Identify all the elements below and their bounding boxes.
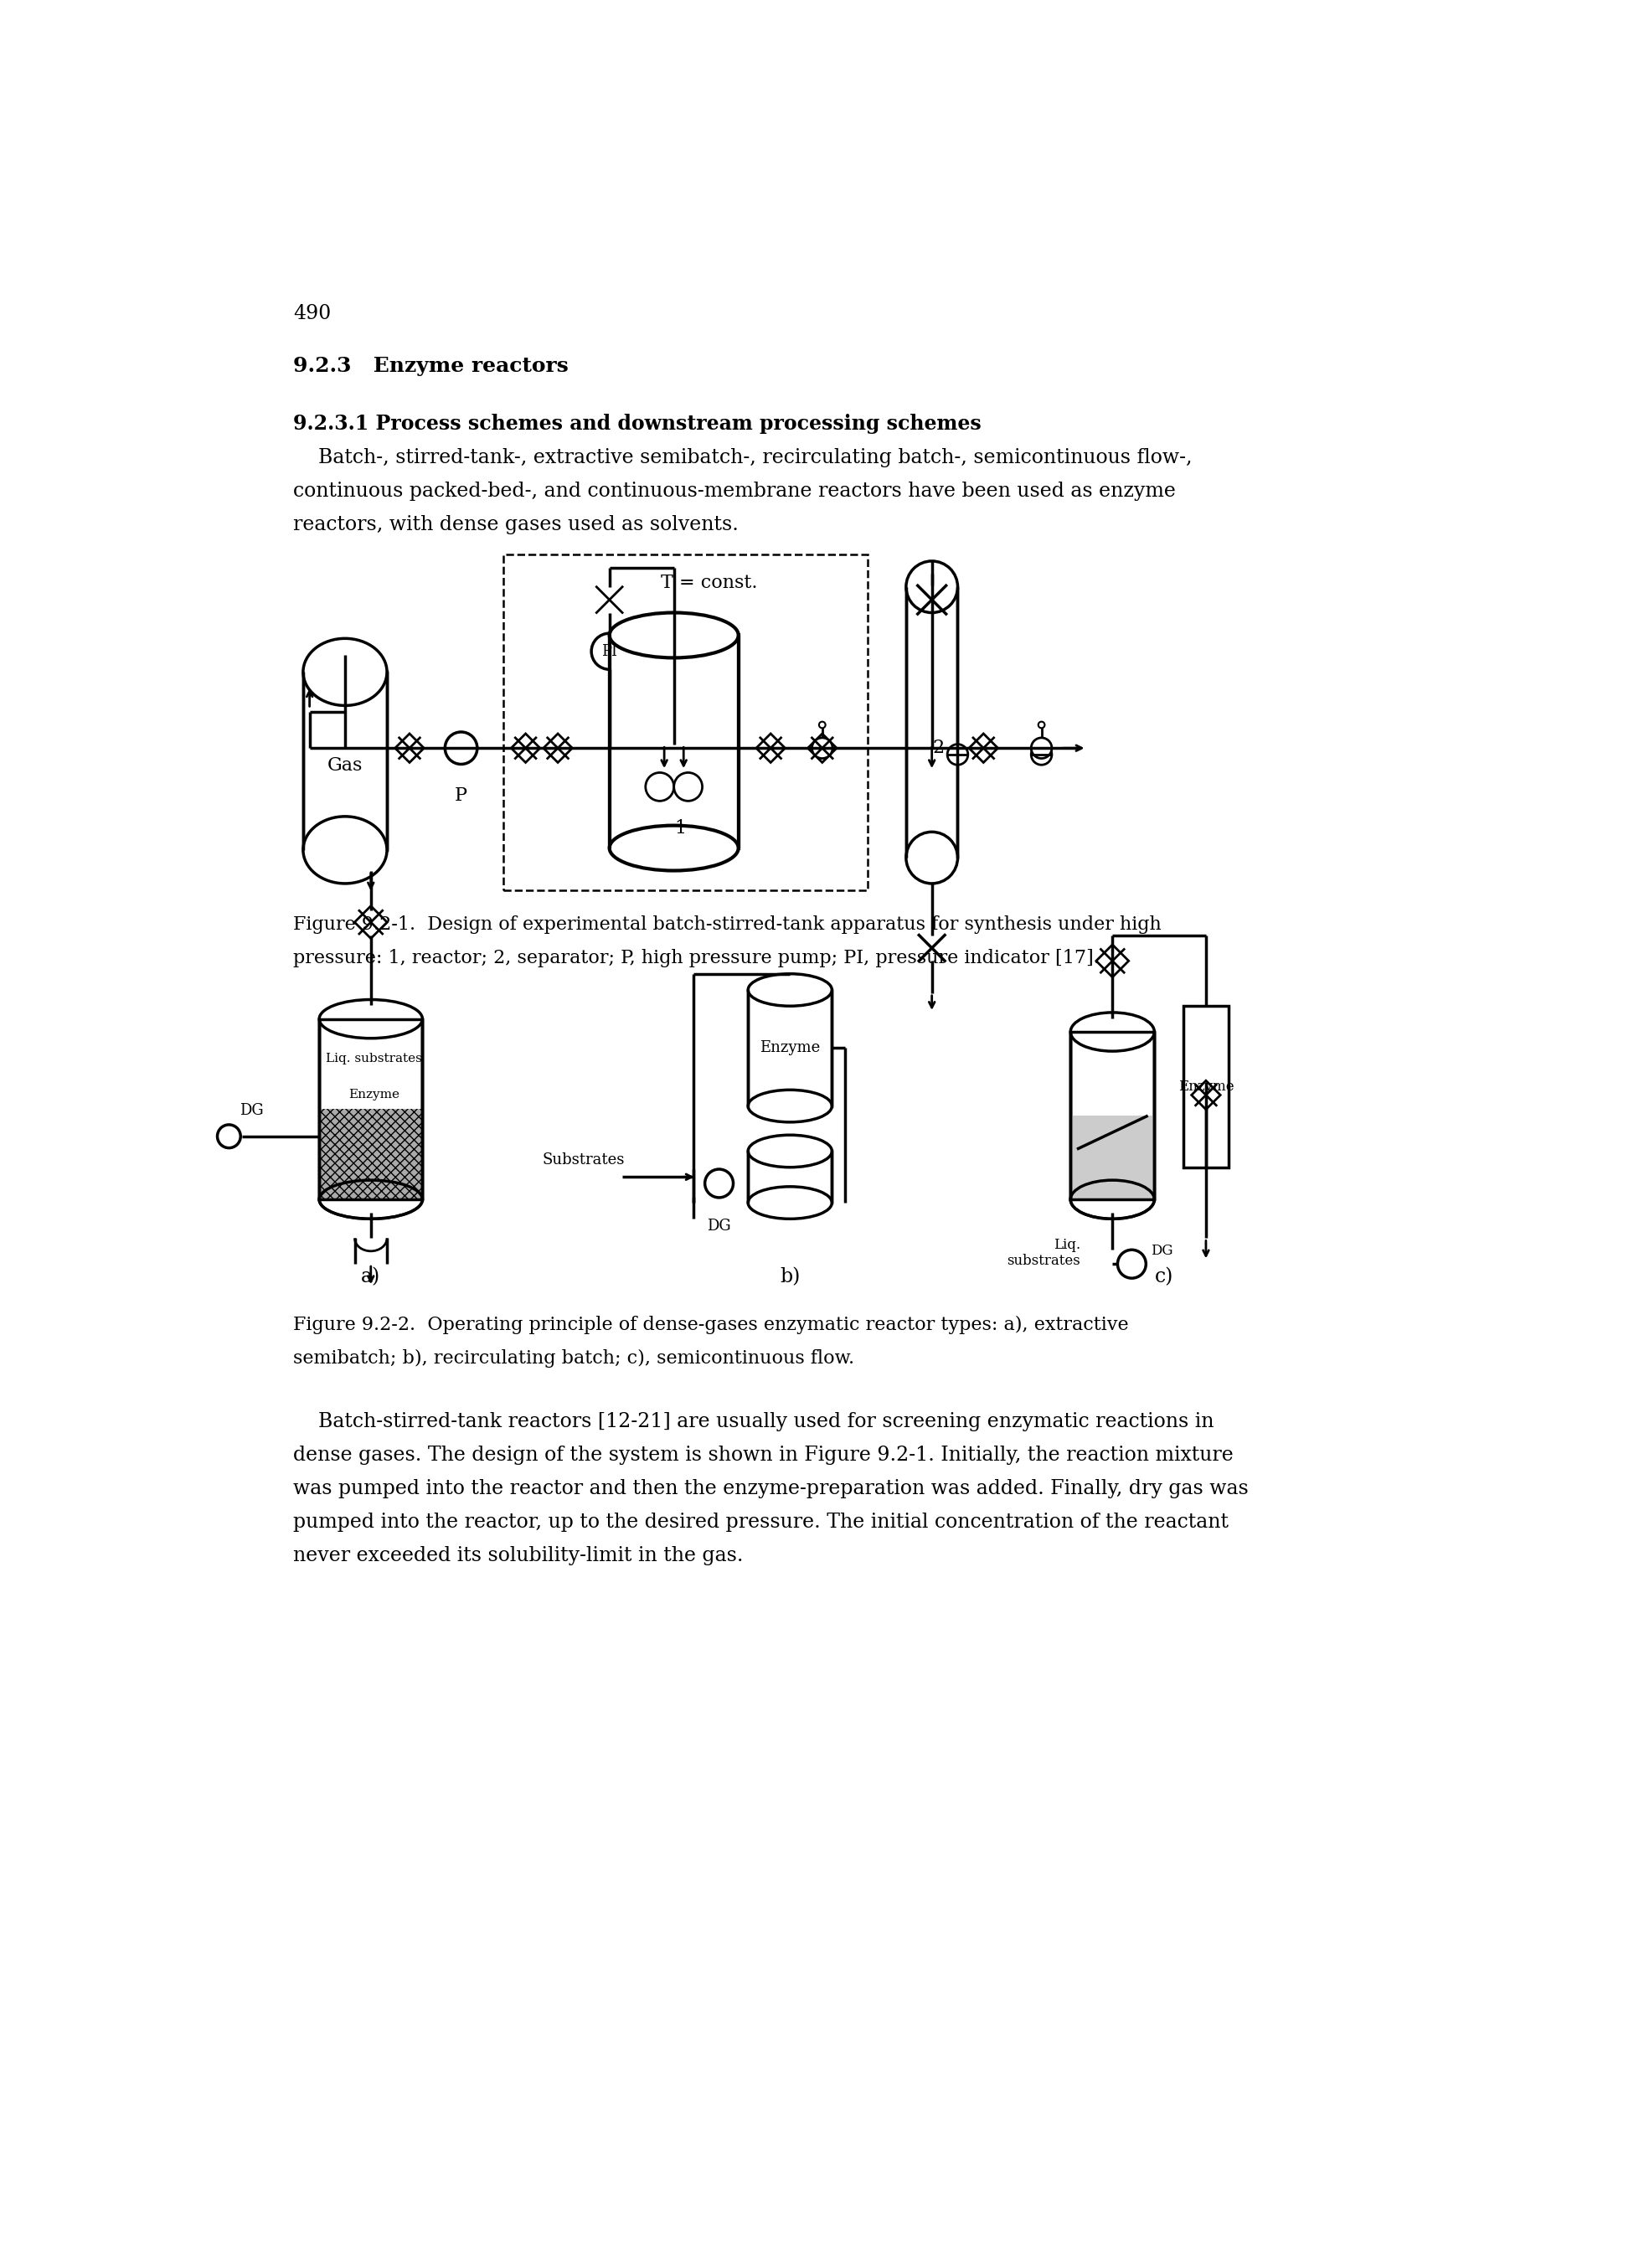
- Text: substrates: substrates: [1006, 1254, 1080, 1268]
- Text: 2: 2: [932, 739, 944, 758]
- Text: a): a): [362, 1268, 380, 1286]
- Circle shape: [446, 733, 477, 764]
- Text: T = const.: T = const.: [661, 574, 758, 592]
- Text: Liq. substrates: Liq. substrates: [326, 1052, 423, 1064]
- Text: b): b): [779, 1268, 801, 1286]
- Bar: [748, 1152, 832, 1202]
- Ellipse shape: [906, 560, 958, 612]
- Circle shape: [592, 633, 628, 669]
- Circle shape: [812, 737, 832, 758]
- Bar: [319, 1018, 423, 1200]
- Bar: [503, 556, 868, 889]
- Text: pumped into the reactor, up to the desired pressure. The initial concentration o: pumped into the reactor, up to the desir…: [293, 1513, 1230, 1533]
- Text: semibatch; b), recirculating batch; c), semicontinuous flow.: semibatch; b), recirculating batch; c), …: [293, 1349, 855, 1368]
- Text: 490: 490: [293, 304, 332, 324]
- Bar: [1184, 1007, 1228, 1168]
- Circle shape: [819, 721, 825, 728]
- Circle shape: [1039, 721, 1044, 728]
- Text: continuous packed-bed-, and continuous-membrane reactors have been used as enzym: continuous packed-bed-, and continuous-m…: [293, 481, 1175, 501]
- Text: Substrates: Substrates: [543, 1152, 625, 1168]
- Bar: [748, 989, 832, 1107]
- Circle shape: [1031, 744, 1052, 764]
- Ellipse shape: [1070, 1179, 1154, 1218]
- Text: 9.2.3   Enzyme reactors: 9.2.3 Enzyme reactors: [293, 356, 569, 376]
- Ellipse shape: [906, 832, 958, 885]
- Text: 1: 1: [674, 819, 686, 837]
- Ellipse shape: [319, 1179, 423, 1218]
- Text: was pumped into the reactor and then the enzyme-preparation was added. Finally, : was pumped into the reactor and then the…: [293, 1479, 1249, 1499]
- Circle shape: [1031, 737, 1052, 758]
- Bar: [906, 587, 958, 857]
- Ellipse shape: [302, 640, 386, 705]
- Circle shape: [947, 744, 968, 764]
- Circle shape: [674, 773, 702, 801]
- Bar: [610, 635, 738, 848]
- Text: dense gases. The design of the system is shown in Figure 9.2-1. Initially, the r: dense gases. The design of the system is…: [293, 1447, 1233, 1465]
- Text: c): c): [1154, 1268, 1174, 1286]
- Text: PI: PI: [602, 644, 618, 660]
- Text: Enzyme: Enzyme: [1179, 1080, 1235, 1093]
- Text: DG: DG: [707, 1218, 732, 1234]
- Text: Figure 9.2-1.  Design of experimental batch-stirred-tank apparatus for synthesis: Figure 9.2-1. Design of experimental bat…: [293, 916, 1162, 934]
- Text: pressure: 1, reactor; 2, separator; P, high pressure pump; PI, pressure indicato: pressure: 1, reactor; 2, separator; P, h…: [293, 950, 1100, 968]
- Bar: [1070, 1116, 1154, 1200]
- Ellipse shape: [748, 1091, 832, 1123]
- Ellipse shape: [748, 973, 832, 1007]
- Ellipse shape: [610, 612, 738, 658]
- Ellipse shape: [302, 816, 386, 885]
- Text: Enzyme: Enzyme: [760, 1041, 820, 1055]
- Circle shape: [1118, 1250, 1146, 1279]
- Circle shape: [646, 773, 674, 801]
- Text: Gas: Gas: [327, 758, 363, 776]
- Text: Batch-stirred-tank reactors [12-21] are usually used for screening enzymatic rea: Batch-stirred-tank reactors [12-21] are …: [293, 1413, 1215, 1431]
- Text: P: P: [455, 787, 467, 805]
- Circle shape: [217, 1125, 240, 1148]
- Text: Enzyme: Enzyme: [349, 1089, 399, 1100]
- Ellipse shape: [748, 1186, 832, 1218]
- Bar: [1070, 1032, 1154, 1200]
- Text: reactors, with dense gases used as solvents.: reactors, with dense gases used as solve…: [293, 515, 738, 535]
- Text: DG: DG: [240, 1102, 263, 1118]
- Text: Liq.: Liq.: [1054, 1238, 1080, 1252]
- Ellipse shape: [610, 826, 738, 871]
- Text: DG: DG: [1151, 1243, 1174, 1259]
- Text: 9.2.3.1 Process schemes and downstream processing schemes: 9.2.3.1 Process schemes and downstream p…: [293, 415, 981, 433]
- Circle shape: [705, 1170, 733, 1198]
- Bar: [1070, 1032, 1154, 1200]
- Text: Figure 9.2-2.  Operating principle of dense-gases enzymatic reactor types: a), e: Figure 9.2-2. Operating principle of den…: [293, 1315, 1129, 1334]
- Bar: [319, 1018, 423, 1200]
- Bar: [302, 671, 386, 850]
- Ellipse shape: [319, 1000, 423, 1039]
- Text: never exceeded its solubility-limit in the gas.: never exceeded its solubility-limit in t…: [293, 1547, 743, 1565]
- Ellipse shape: [748, 1134, 832, 1168]
- Ellipse shape: [1070, 1012, 1154, 1050]
- Bar: [319, 1109, 423, 1200]
- Text: Batch-, stirred-tank-, extractive semibatch-, recirculating batch-, semicontinuo: Batch-, stirred-tank-, extractive semiba…: [293, 449, 1192, 467]
